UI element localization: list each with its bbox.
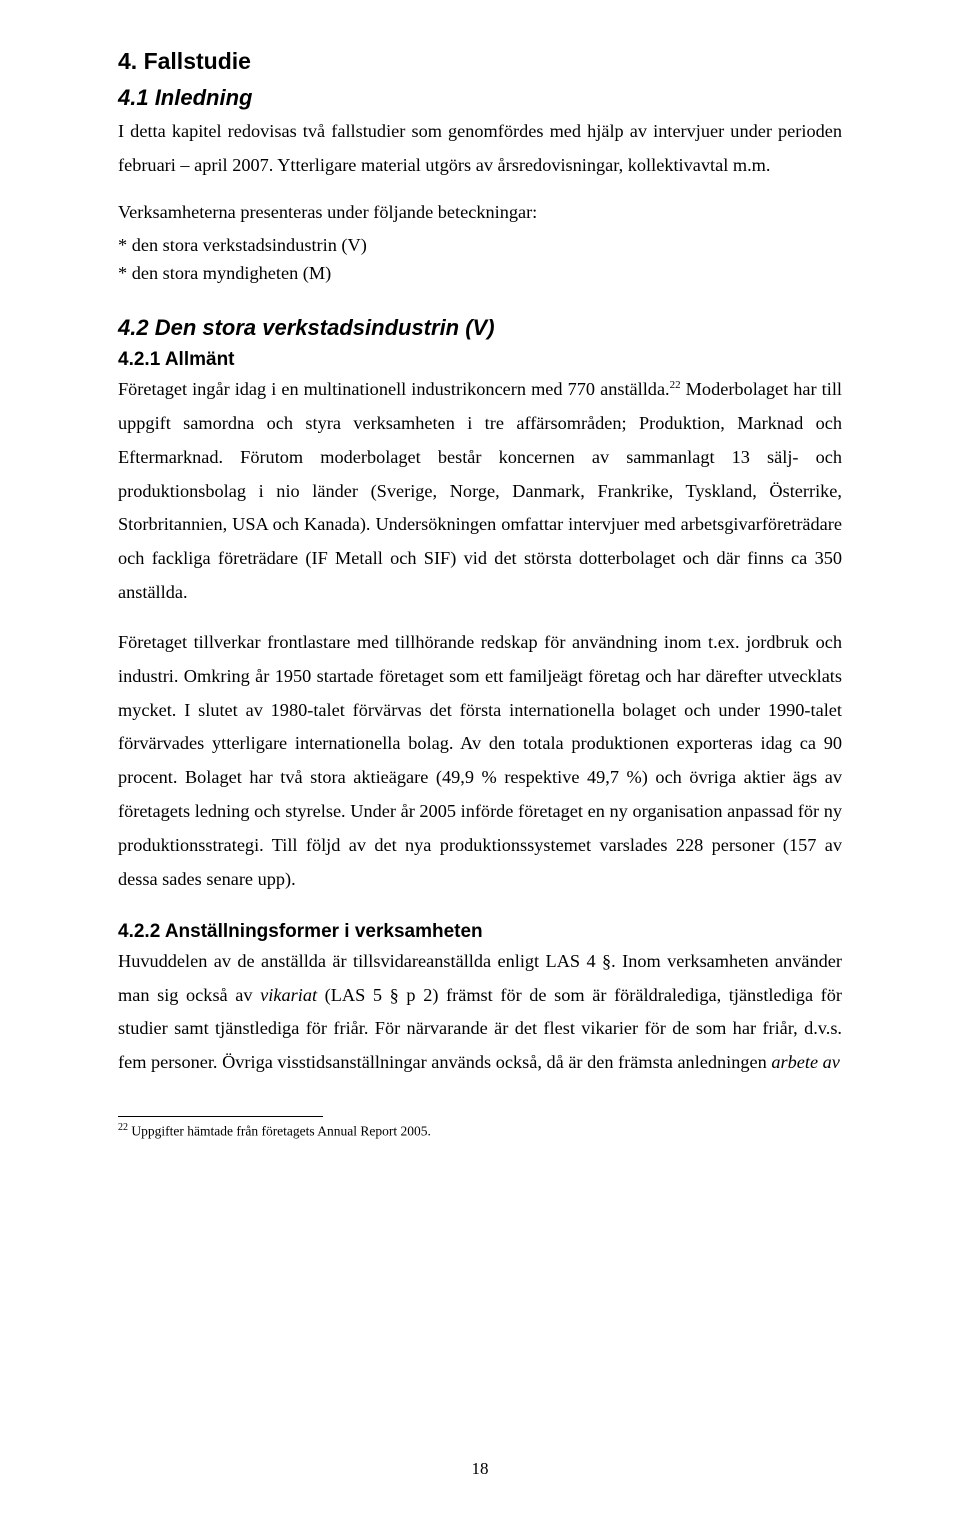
spacer — [118, 183, 842, 199]
footnote-num: 22 — [118, 1122, 128, 1133]
heading-4: 4. Fallstudie — [118, 48, 842, 75]
vikariat-italic: vikariat — [260, 985, 317, 1005]
spacer — [118, 610, 842, 626]
para-4-2-2: Huvuddelen av de anställda är tillsvidar… — [118, 945, 842, 1080]
verk-intro: Verksamheterna presenteras under följand… — [118, 199, 842, 226]
heading-4-2-2: 4.2.2 Anställningsformer i verksamheten — [118, 921, 842, 943]
heading-4-2-1: 4.2.1 Allmänt — [118, 349, 842, 371]
arbete-av-italic: arbete av — [771, 1052, 840, 1072]
para-4-2-1-a: Företaget ingår idag i en multinationell… — [118, 373, 842, 610]
bullet-b: * den stora myndigheten (M) — [118, 260, 842, 287]
bullet-list: * den stora verkstadsindustrin (V) * den… — [118, 232, 842, 287]
para-4-1: I detta kapitel redovisas två fallstudie… — [118, 115, 842, 183]
heading-4-2: 4.2 Den stora verkstadsindustrin (V) — [118, 315, 842, 341]
spacer — [118, 287, 842, 315]
para-4-2-1-b: Företaget tillverkar frontlastare med ti… — [118, 626, 842, 897]
heading-4-1: 4.1 Inledning — [118, 85, 842, 111]
page-number: 18 — [0, 1459, 960, 1479]
footnote-rule — [118, 1116, 323, 1117]
footnote-22: 22 Uppgifter hämtade från företagets Ann… — [118, 1121, 842, 1140]
footnote-ref-22: 22 — [670, 379, 681, 391]
p1b-text: Moderbolaget har till uppgift samordna o… — [118, 379, 842, 602]
footnote-text: Uppgifter hämtade från företagets Annual… — [128, 1124, 431, 1139]
bullet-a: * den stora verkstadsindustrin (V) — [118, 232, 842, 259]
spacer — [118, 897, 842, 913]
p1a-text: Företaget ingår idag i en multinationell… — [118, 379, 670, 399]
document-page: 4. Fallstudie 4.1 Inledning I detta kapi… — [0, 0, 960, 1519]
